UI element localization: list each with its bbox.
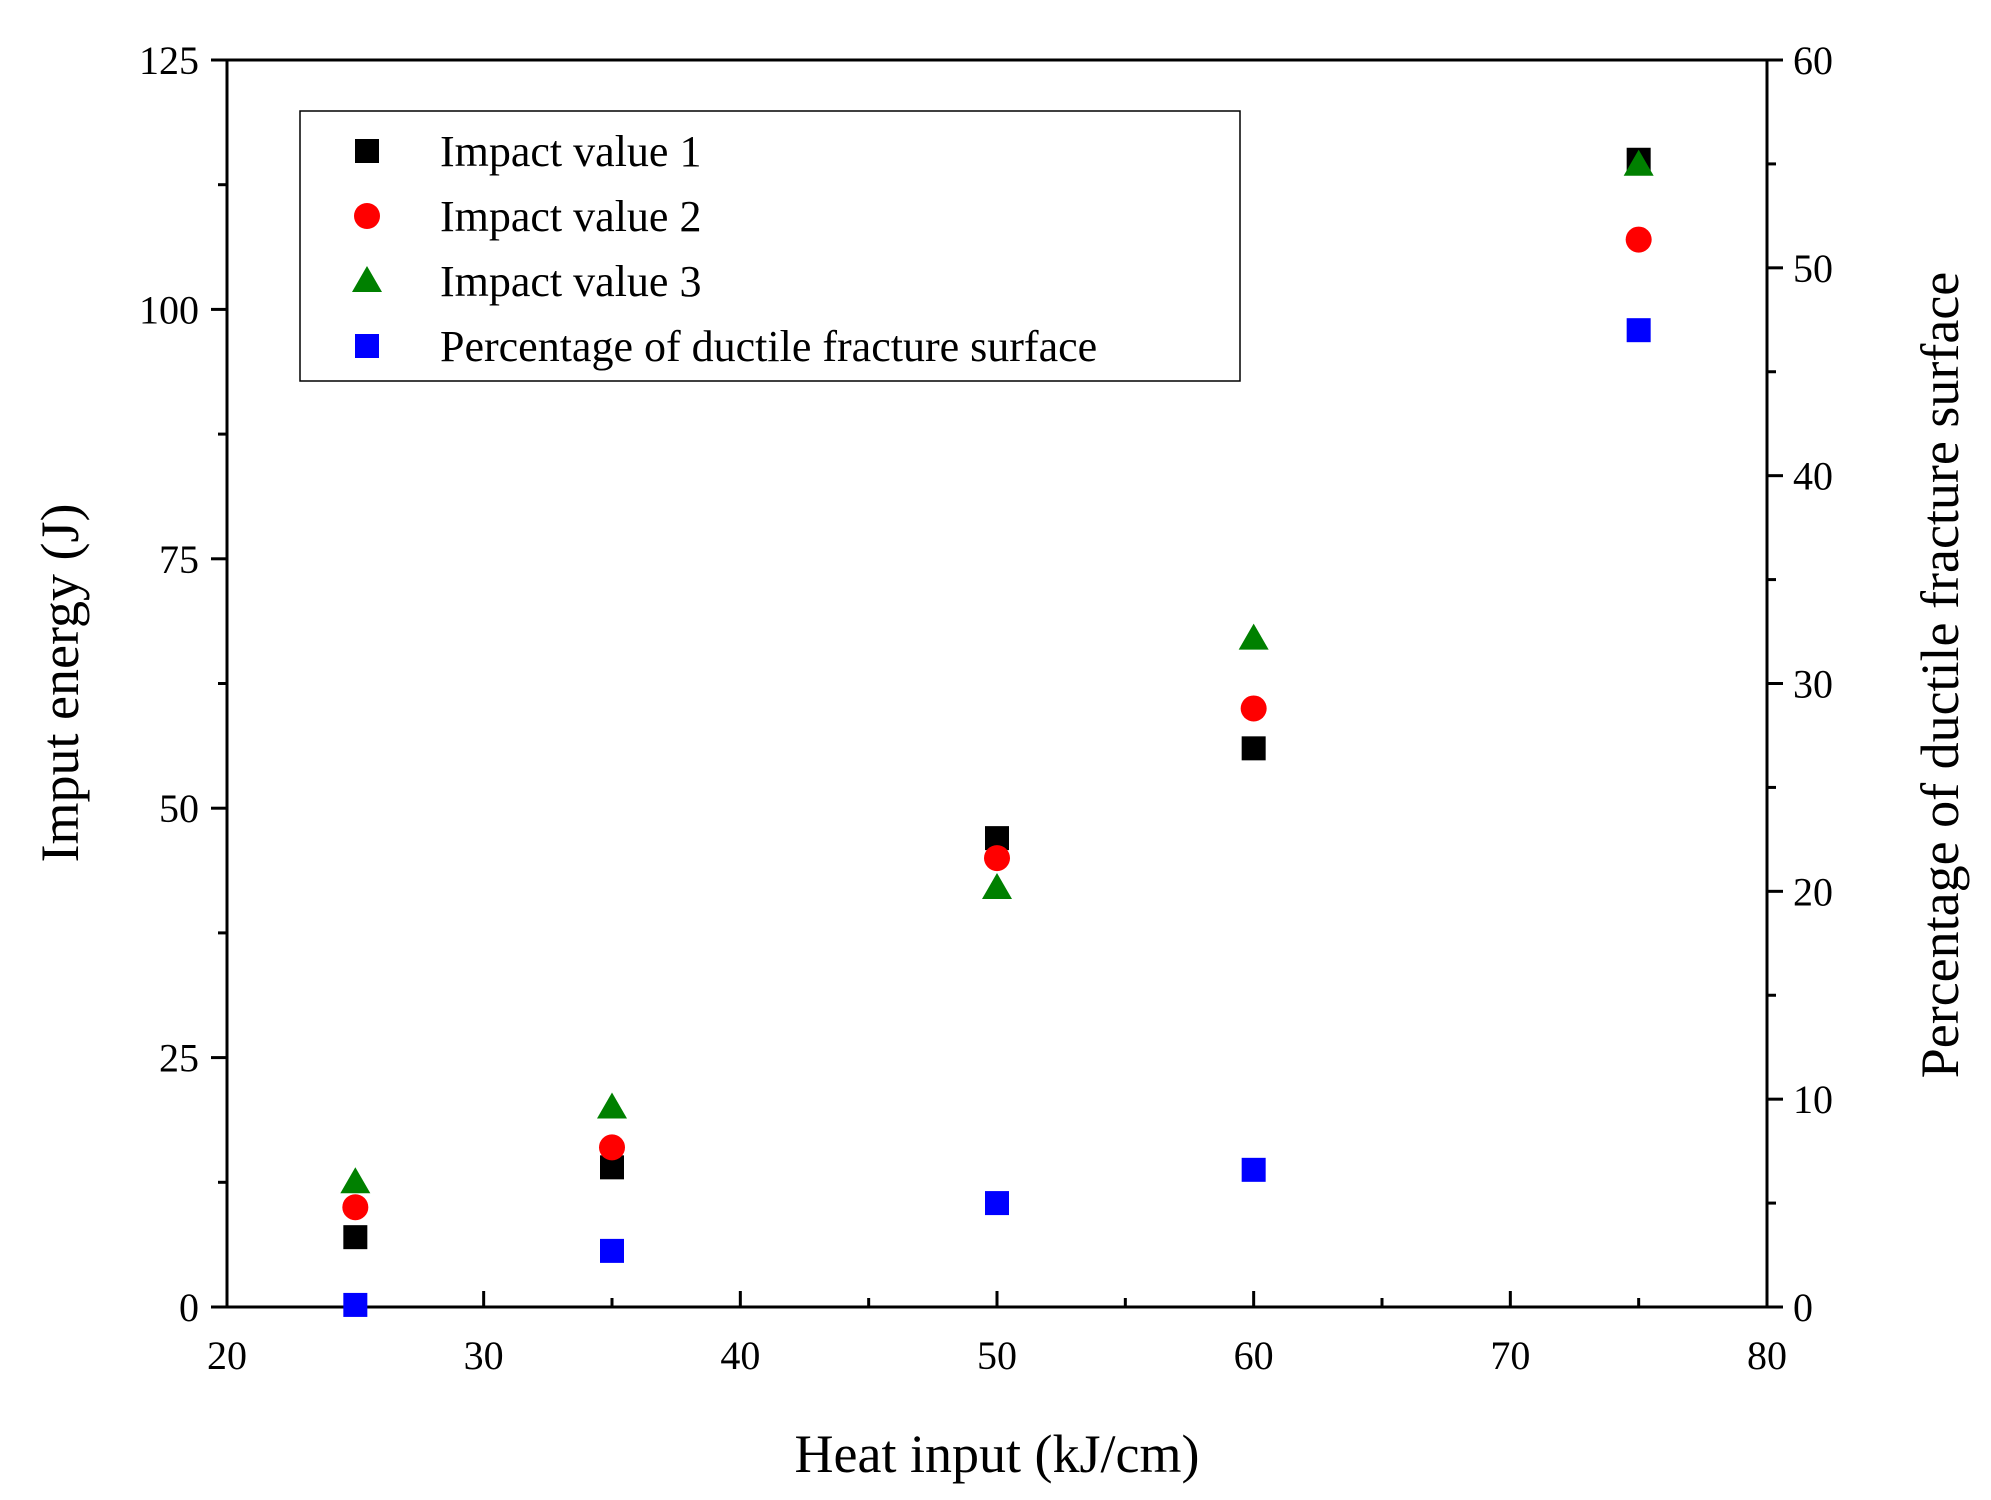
y-tick-label: 0 [179, 1285, 199, 1330]
data-point-series-2 [599, 1134, 625, 1161]
legend: Impact value 1 Impact value 2 Impact val… [299, 110, 1241, 382]
y2-tick-label: 50 [1793, 246, 1833, 291]
y2-tick-label: 40 [1793, 454, 1833, 499]
data-points [340, 147, 1654, 1317]
y2-tick-label: 0 [1793, 1285, 1813, 1330]
data-point-series-2 [1240, 695, 1267, 722]
y-tick-label: 125 [139, 38, 199, 83]
x-tick-label: 40 [720, 1333, 760, 1378]
x-tick-label: 20 [207, 1333, 247, 1378]
data-point-series-4 [985, 1191, 1009, 1216]
data-point-series-3 [1623, 149, 1654, 176]
y-tick-label: 100 [139, 287, 199, 332]
x-tick-label: 60 [1234, 1333, 1274, 1378]
data-point-series-3 [1238, 623, 1269, 650]
legend-marker-series-1 [355, 139, 379, 163]
data-point-series-1 [1241, 736, 1266, 761]
x-tick-label: 70 [1490, 1333, 1530, 1378]
y-tick-labels: 0 25 50 75 100 125 [139, 38, 199, 1330]
x-tick-label: 80 [1747, 1333, 1787, 1378]
y2-axis-title: Percentage of ductile fracture surface [1910, 272, 1970, 1079]
x-tick-label: 50 [977, 1333, 1017, 1378]
legend-marker-series-3 [352, 266, 382, 292]
y2-tick-label: 60 [1793, 38, 1833, 83]
y-tick-label: 50 [159, 786, 199, 831]
data-point-series-1 [343, 1225, 368, 1250]
legend-marker-series-2 [354, 203, 380, 229]
data-point-series-2 [1625, 226, 1652, 253]
data-point-series-3 [982, 873, 1012, 900]
legend-label-series-3: Impact value 3 [440, 257, 701, 306]
y2-tick-labels: 0 10 20 30 40 50 60 [1793, 38, 1833, 1330]
x-tick-label: 30 [464, 1333, 504, 1378]
y-tick-label: 75 [159, 537, 199, 582]
y2-tick-label: 10 [1793, 1077, 1833, 1122]
legend-label-series-4: Percentage of ductile fracture surface [440, 322, 1097, 371]
y2-tick-label: 30 [1793, 662, 1833, 707]
data-point-series-4 [1626, 318, 1651, 343]
legend-box [299, 110, 1241, 382]
axis-ticks [211, 58, 1783, 1309]
y2-tick-label: 20 [1793, 869, 1833, 914]
legend-label-series-2: Impact value 2 [440, 192, 701, 241]
y-tick-label: 25 [159, 1036, 199, 1081]
legend-marker-series-4 [355, 334, 379, 358]
data-point-series-2 [984, 845, 1010, 872]
data-point-series-4 [343, 1292, 368, 1317]
legend-markers [352, 139, 382, 358]
data-point-series-4 [1241, 1157, 1266, 1182]
data-point-series-3 [597, 1092, 627, 1119]
y-axis-title: Imput energy (J) [30, 504, 90, 863]
data-point-series-4 [600, 1238, 624, 1263]
x-tick-labels: 20 30 40 50 60 70 80 [207, 1333, 1787, 1378]
x-axis-title: Heat input (kJ/cm) [795, 1424, 1200, 1484]
data-point-series-3 [340, 1167, 371, 1194]
data-point-series-2 [342, 1194, 369, 1221]
legend-label-series-1: Impact value 1 [440, 127, 701, 176]
